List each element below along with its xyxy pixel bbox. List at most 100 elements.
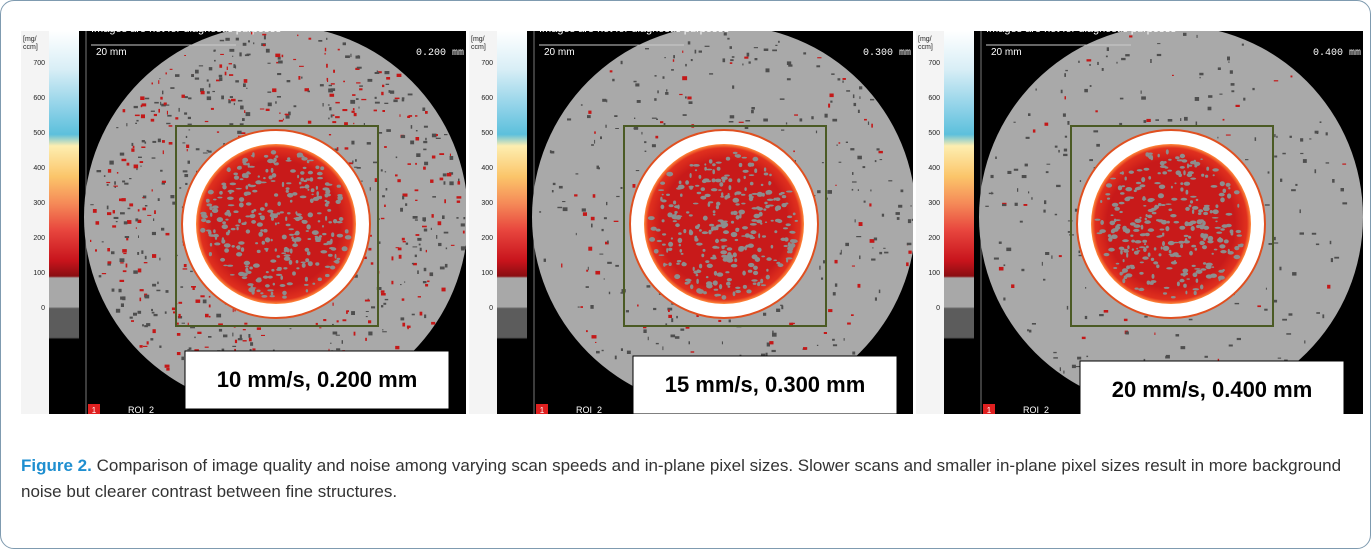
- insert-pore: [1156, 264, 1159, 268]
- insert-pore: [1188, 171, 1194, 174]
- noise-speck: [188, 117, 191, 119]
- insert-pore: [790, 231, 796, 234]
- insert-pore: [1228, 187, 1230, 189]
- noise-speck: [162, 91, 163, 95]
- noise-speck: [458, 181, 461, 184]
- insert-pore: [1163, 246, 1170, 251]
- colorbar-tick: 600: [928, 95, 940, 102]
- noise-speck: [614, 221, 619, 222]
- insert-pore: [209, 206, 212, 210]
- insert-pore: [271, 239, 273, 242]
- insert-pore: [277, 255, 281, 258]
- insert-pore: [1107, 198, 1110, 200]
- insert-pore: [1224, 239, 1229, 243]
- insert-pore: [1180, 154, 1185, 158]
- insert-pore: [1159, 185, 1165, 190]
- pixel-size: 0.400 mm: [1313, 48, 1361, 59]
- insert-pore: [282, 296, 287, 299]
- insert-pore: [222, 224, 228, 229]
- noise-speck: [1004, 264, 1006, 266]
- colorbar-tick: 300: [33, 200, 45, 207]
- noise-speck: [402, 323, 405, 327]
- noise-speck: [342, 109, 347, 111]
- insert-pore: [681, 262, 686, 266]
- noise-speck: [588, 267, 589, 270]
- noise-speck: [1252, 88, 1254, 90]
- noise-speck: [244, 79, 248, 83]
- noise-speck: [456, 217, 458, 219]
- noise-speck: [1053, 357, 1058, 358]
- noise-speck: [382, 331, 387, 332]
- noise-speck: [159, 258, 160, 261]
- noise-speck: [138, 209, 140, 211]
- noise-speck: [165, 365, 170, 368]
- noise-speck: [879, 290, 881, 294]
- noise-speck: [539, 211, 541, 213]
- noise-speck: [444, 134, 448, 135]
- insert-pore: [301, 262, 306, 264]
- noise-speck: [868, 122, 869, 125]
- noise-speck: [175, 117, 178, 119]
- noise-speck: [354, 113, 357, 116]
- noise-speck: [165, 311, 167, 313]
- insert-pore: [674, 274, 680, 279]
- noise-speck: [709, 73, 713, 74]
- insert-pore: [277, 222, 279, 224]
- noise-speck: [576, 173, 579, 174]
- noise-speck: [432, 196, 436, 198]
- insert-pore: [764, 173, 769, 176]
- noise-speck: [870, 190, 871, 192]
- insert-pore: [214, 242, 220, 245]
- insert-pore: [1181, 198, 1188, 201]
- colorbar-unit: [mg/: [23, 36, 37, 43]
- noise-speck: [145, 205, 148, 207]
- noise-speck: [673, 59, 674, 62]
- noise-speck: [187, 149, 188, 151]
- noise-speck: [419, 244, 421, 246]
- noise-speck: [1028, 191, 1029, 193]
- insert-pore: [678, 232, 682, 235]
- pixel-size: 0.300 mm: [863, 48, 911, 59]
- noise-speck: [402, 99, 405, 101]
- insert-pore: [1142, 179, 1145, 182]
- insert-pore: [795, 220, 798, 222]
- noise-speck: [400, 208, 403, 212]
- insert-pore: [1192, 209, 1194, 214]
- insert-pore: [716, 162, 722, 164]
- noise-speck: [1291, 189, 1296, 191]
- noise-speck: [257, 327, 261, 330]
- insert-pore: [275, 155, 278, 158]
- noise-speck: [424, 126, 428, 128]
- noise-speck: [261, 335, 265, 336]
- noise-speck: [102, 241, 104, 242]
- insert-pore: [337, 185, 341, 188]
- insert-pore: [786, 223, 791, 226]
- insert-pore: [228, 204, 235, 206]
- noise-speck: [336, 335, 340, 336]
- noise-speck: [161, 228, 164, 231]
- noise-speck: [112, 289, 115, 292]
- noise-speck: [179, 187, 181, 189]
- noise-speck: [999, 267, 1004, 271]
- insert-pore: [1168, 159, 1172, 161]
- noise-speck: [196, 300, 201, 303]
- insert-pore: [291, 236, 294, 239]
- insert-pore: [1194, 268, 1201, 270]
- insert-pore: [1117, 224, 1121, 226]
- insert-pore: [267, 289, 274, 291]
- noise-speck: [1025, 164, 1028, 167]
- noise-speck: [235, 340, 237, 343]
- colorbar-tick: 0: [41, 305, 45, 312]
- insert-pore: [1140, 262, 1144, 264]
- insert-pore: [674, 213, 677, 215]
- insert-pore: [738, 247, 744, 252]
- noise-speck: [142, 103, 146, 106]
- insert-pore: [731, 264, 738, 268]
- insert-pore: [257, 222, 263, 226]
- insert-pore: [657, 240, 662, 242]
- noise-speck: [298, 76, 300, 80]
- insert-pore: [317, 177, 323, 179]
- noise-speck: [402, 196, 404, 200]
- noise-speck: [243, 340, 247, 341]
- noise-speck: [221, 96, 224, 100]
